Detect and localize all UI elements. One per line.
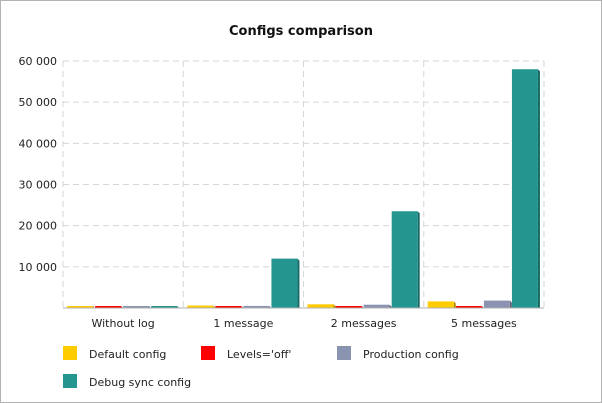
x-tick-label: 2 messages [331,317,397,330]
bar-side [389,304,392,308]
bars [67,69,540,308]
bar-side [509,300,512,308]
legend-label: Default config [89,348,166,361]
legend-swatch [63,374,77,388]
legend: Default config Levels='off' Production con… [63,346,459,389]
bar [271,258,298,308]
legend-label: Levels='off' [227,348,291,361]
axes: 10 000 20 000 30 000 40 000 50 000 60 000 With… [19,55,544,330]
bar [455,306,482,308]
x-tick-label: Without log [91,317,154,330]
legend-swatch [63,346,77,360]
y-tick-label: 30 000 [19,179,58,192]
bar-side [537,69,540,308]
bar-side [269,305,272,308]
legend-label: Production config [363,348,459,361]
y-tick-label: 60 000 [19,55,58,68]
bar [67,306,93,308]
bar [483,300,510,308]
bar [123,306,150,308]
legend-label: Debug sync config [89,376,191,389]
y-tick-label: 50 000 [19,96,58,109]
bar [363,304,390,308]
bar [243,305,270,308]
y-tick-label: 40 000 [19,137,58,150]
legend-swatch [201,346,215,360]
bar [215,306,242,308]
bar-side [213,305,216,308]
x-tick-label: 5 messages [451,317,517,330]
bar [307,304,334,308]
y-tick-label: 20 000 [19,220,58,233]
bar-side [417,211,420,308]
bar [391,211,418,308]
bar [187,305,214,308]
y-tick-label: 10 000 [19,261,58,274]
chart-title: Configs comparison [229,24,373,39]
bar [151,306,178,308]
x-tick-label: 1 message [213,317,273,330]
legend-swatch [337,346,351,360]
bar-side [297,258,300,308]
bar [335,306,362,308]
bar-side [453,301,456,308]
gridlines [62,60,545,308]
bar-side [333,304,336,308]
bar [427,301,454,308]
bar [511,69,538,308]
bar [95,306,122,308]
